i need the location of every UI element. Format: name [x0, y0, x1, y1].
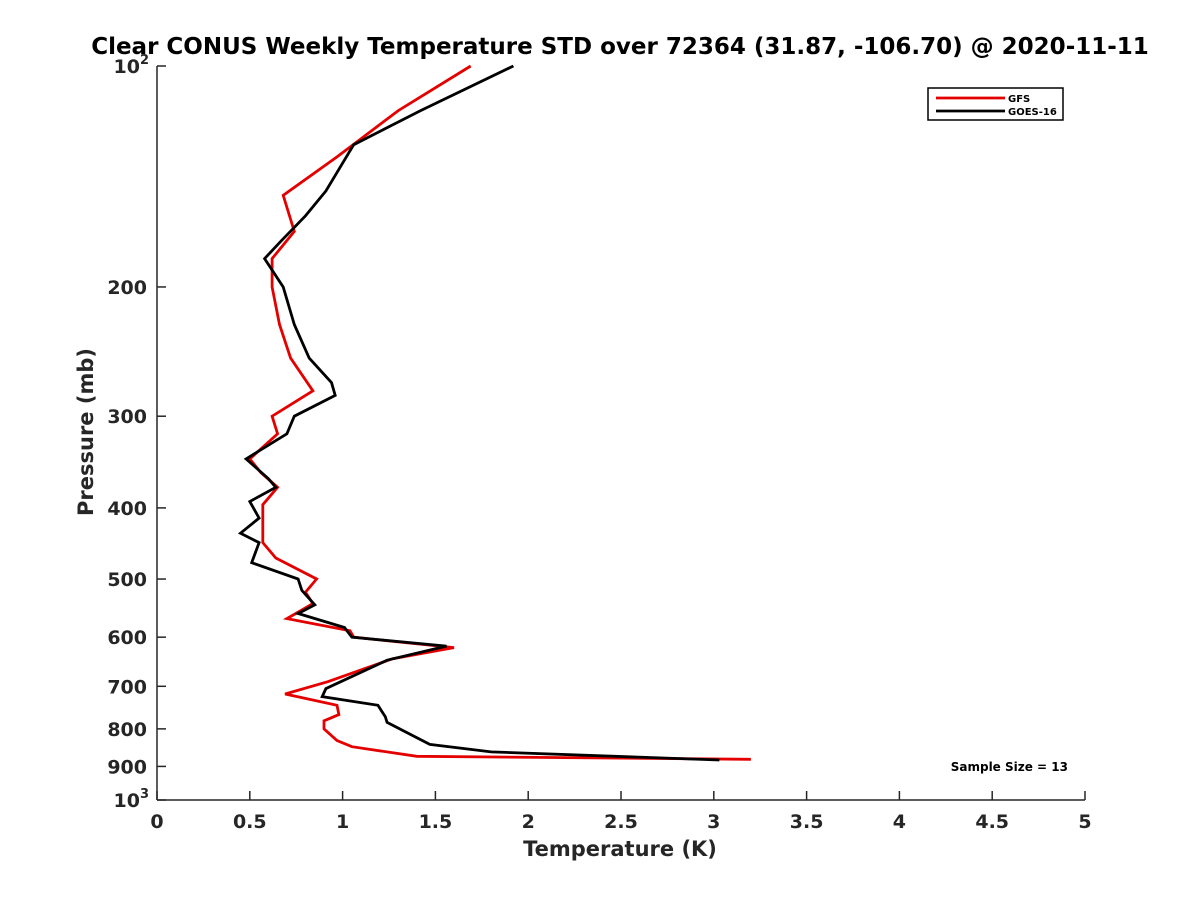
x-tick-label: 4.5	[975, 811, 1009, 833]
y-tick-label: 102	[114, 53, 150, 78]
x-tick-label: 3	[707, 811, 720, 833]
x-tick-label: 1	[336, 811, 349, 833]
legend-label: GOES-16	[1008, 107, 1057, 118]
y-axis-label: Pressure (mb)	[74, 348, 98, 516]
y-axis-ticks: 102 200 300 400 500 600 700 800 900 103	[107, 53, 166, 812]
x-tick-label: 2	[522, 811, 535, 833]
x-tick-label: 4	[893, 811, 906, 833]
x-tick-label: 5	[1078, 811, 1091, 833]
series-layer	[237, 64, 751, 762]
y-tick-label: 300	[107, 406, 147, 428]
series-line-gfs	[247, 64, 751, 761]
y-tick-label: 103	[114, 787, 150, 812]
x-axis-label: Temperature (K)	[523, 837, 717, 861]
y-tick-label: 400	[107, 498, 147, 520]
chart-title: Clear CONUS Weekly Temperature STD over …	[91, 34, 1149, 60]
y-tick-label: 700	[107, 676, 147, 698]
x-tick-label: 3.5	[790, 811, 824, 833]
legend-label: GFS	[1008, 94, 1030, 105]
x-tick-label: 1.5	[419, 811, 453, 833]
x-tick-label: 2.5	[604, 811, 638, 833]
x-tick-label: 0	[150, 811, 163, 833]
y-tick-label: 600	[107, 627, 147, 649]
y-tick-label: 500	[107, 569, 147, 591]
y-tick-label: 200	[107, 277, 147, 299]
sample-size-annotation: Sample Size = 13	[951, 760, 1068, 774]
x-axis-ticks: 0 0.5 1 1.5 2 2.5 3 3.5 4 4.5 5	[150, 791, 1092, 833]
legend: GFS GOES-16	[927, 87, 1064, 121]
legend-box	[927, 87, 1064, 121]
series-line-goes-16	[237, 64, 720, 762]
y-tick-label: 800	[107, 719, 147, 741]
x-tick-label: 0.5	[233, 811, 267, 833]
y-tick-label: 900	[107, 756, 147, 778]
